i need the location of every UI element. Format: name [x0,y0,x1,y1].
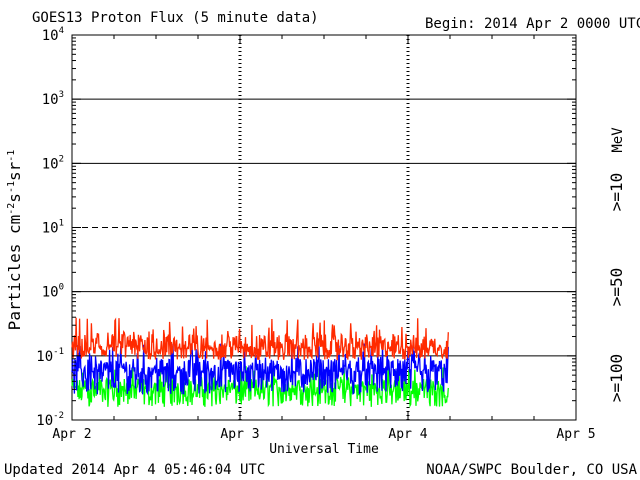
y-axis-label: Particles cm-2s-1sr-1 [5,150,24,331]
x-axis-label: Universal Time [269,442,379,457]
ytick-label-2: 100 [42,283,64,301]
legend-ge10: >=10 [607,173,626,212]
xtick-label-0: Apr 2 [52,427,91,442]
legend-ge100: >=100 [607,354,626,402]
ytick-label-5: 103 [42,90,64,108]
legend-units: MeV [610,127,626,153]
x-axis-ticks: Apr 2 Apr 3 Apr 4 Apr 5 [52,35,596,442]
series-line-0 [71,317,449,361]
begin-timestamp: Begin: 2014 Apr 2 0000 UTC [425,16,640,32]
legend: MeV >=10 >=50 >=100 [607,127,626,402]
ytick-label-4: 102 [42,154,64,172]
threshold-lines [72,98,576,357]
series-line-2 [71,366,449,408]
series-line-1 [71,342,449,396]
plot-area [71,34,577,421]
legend-ge50: >=50 [607,268,626,307]
chart-title: GOES13 Proton Flux (5 minute data) [32,10,319,26]
xtick-label-3: Apr 5 [556,427,595,442]
ytick-label-1: 10-1 [36,347,64,365]
xtick-label-1: Apr 3 [220,427,259,442]
xtick-label-2: Apr 4 [388,427,427,442]
updated-timestamp: Updated 2014 Apr 4 05:46:04 UTC [4,462,265,478]
ytick-label-3: 101 [42,219,64,237]
flux-series [71,317,449,408]
credit-text: NOAA/SWPC Boulder, CO USA [426,462,637,478]
ytick-label-6: 104 [42,26,64,44]
